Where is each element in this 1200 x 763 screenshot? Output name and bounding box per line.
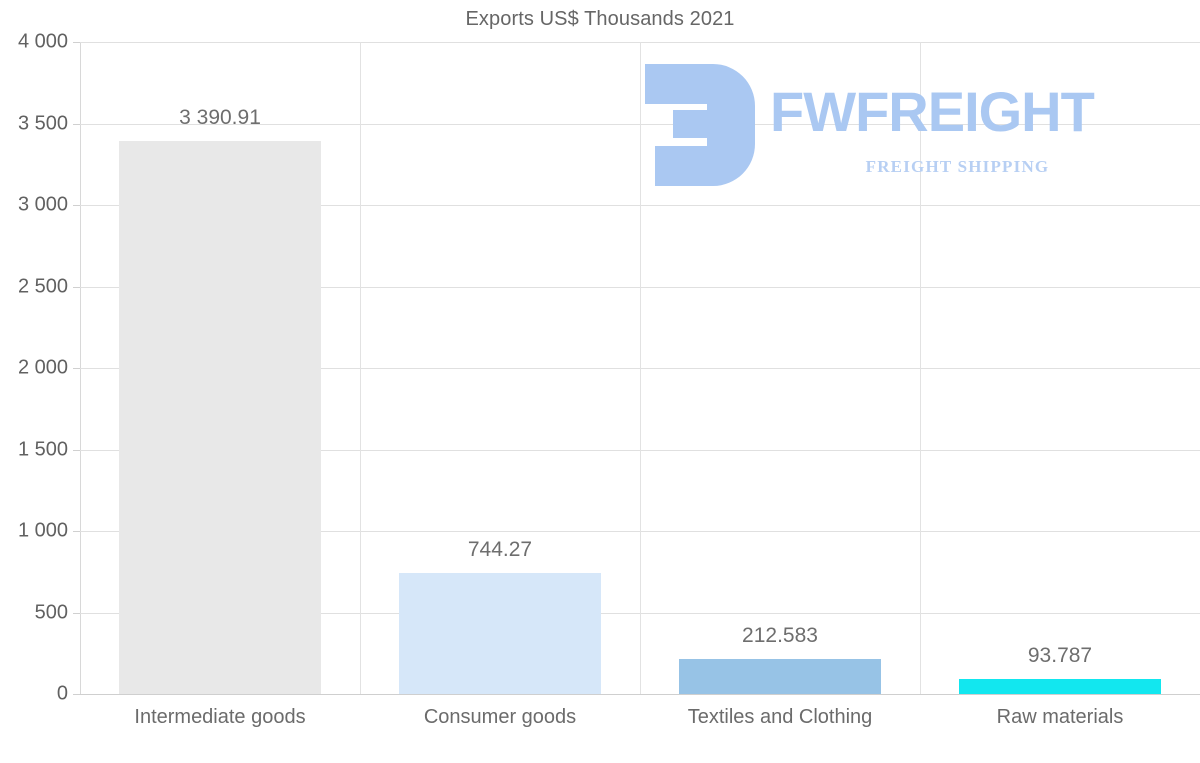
y-tick-mark [73, 123, 80, 125]
x-tick-label: Consumer goods [423, 706, 577, 728]
y-tick-label: 1 000 [17, 519, 68, 542]
y-tick-label: 4 000 [17, 30, 68, 53]
y-tick-label: 0 [56, 682, 68, 705]
y-tick-mark [73, 694, 80, 695]
bar-value-label: 93.787 [1027, 643, 1093, 667]
y-tick-label: 3 000 [17, 193, 68, 216]
category-separator [640, 42, 641, 694]
category-separator [360, 42, 361, 694]
y-tick-mark [73, 612, 80, 614]
y-tick-label: 3 500 [17, 112, 68, 134]
plot-area [73, 42, 1200, 695]
x-tick-label: Intermediate goods [134, 706, 306, 728]
y-tick-mark [73, 449, 80, 451]
category-separator [920, 42, 921, 694]
y-tick-mark [73, 42, 80, 43]
bar-value-label: 3 390.91 [179, 106, 261, 130]
y-tick-label: 2 500 [17, 275, 68, 297]
bar[interactable] [119, 141, 321, 694]
chart-title: Exports US$ Thousands 2021 [465, 8, 735, 30]
bar-value-label: 744.27 [467, 537, 533, 561]
y-tick-mark [73, 286, 80, 288]
y-tick-label: 1 500 [17, 438, 68, 460]
y-tick-mark [73, 205, 80, 206]
bar[interactable] [959, 678, 1161, 694]
gridline [73, 694, 1200, 695]
x-tick-label: Raw materials [996, 706, 1124, 728]
y-tick-label: 500 [34, 601, 68, 623]
bar[interactable] [679, 659, 881, 694]
x-tick-label: Textiles and Clothing [687, 706, 873, 728]
bar[interactable] [399, 572, 601, 694]
y-tick-mark [73, 368, 80, 369]
y-tick-mark [73, 531, 80, 532]
bar-value-label: 212.583 [742, 624, 818, 648]
y-tick-label: 2 000 [17, 356, 68, 379]
